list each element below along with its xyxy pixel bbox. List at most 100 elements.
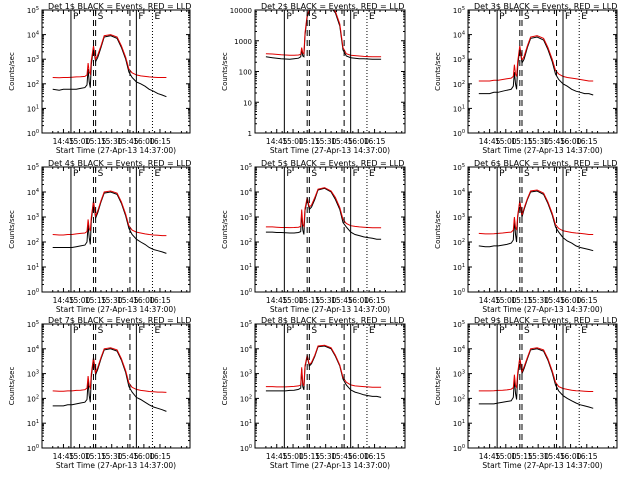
- x-tick-label: 15:45: [331, 296, 353, 305]
- x-tick-label: 15:15: [85, 452, 107, 461]
- y-tick-exponent: 2: [462, 238, 465, 244]
- y-axis-label: Counts/sec: [221, 367, 229, 406]
- series-lld-line: [52, 347, 167, 393]
- plot-frame: [41, 166, 191, 293]
- x-tick-label: 15:15: [511, 452, 533, 461]
- y-tick-label: 103: [27, 370, 39, 379]
- x-tick-label: 15:15: [85, 296, 107, 305]
- x-tick-label: 16:00: [560, 137, 582, 146]
- y-tick-exponent: 4: [249, 345, 252, 351]
- marker-label: E: [369, 169, 375, 179]
- x-tick-label: 16:00: [133, 137, 155, 146]
- y-tick-label: 102: [453, 238, 465, 247]
- x-tick-label: 15:00: [69, 137, 91, 146]
- x-tick-label: 16:15: [364, 137, 386, 146]
- series-events-line: [478, 36, 594, 96]
- marker-label: S: [311, 169, 317, 179]
- series-events-line: [265, 345, 382, 398]
- y-tick-exponent: 2: [36, 394, 39, 400]
- panel-title: Det 7$ BLACK = Events, RED = LLD: [48, 316, 191, 325]
- x-tick-label: 15:45: [331, 452, 353, 461]
- x-tick-label: 15:30: [101, 137, 123, 146]
- y-tick-label: 100: [453, 444, 465, 453]
- y-tick-label: 103: [240, 370, 252, 379]
- y-tick-exponent: 1: [36, 263, 39, 269]
- y-tick-label: 100: [453, 288, 465, 297]
- x-tick-label: 16:00: [347, 296, 369, 305]
- y-tick-exponent: 4: [462, 188, 465, 194]
- x-axis-label: Start Time (27-Apr-13 14:37:00): [482, 305, 602, 314]
- x-tick-label: 15:30: [527, 137, 549, 146]
- x-tick-label: 16:00: [560, 452, 582, 461]
- y-tick-label: 103: [453, 370, 465, 379]
- panel-title: Det 1$ BLACK = Events, RED = LLD: [48, 2, 191, 11]
- x-tick-label: 16:00: [560, 296, 582, 305]
- x-tick-label: 14:45: [266, 296, 288, 305]
- x-axis-label: Start Time (27-Apr-13 14:37:00): [270, 461, 390, 470]
- y-tick-exponent: 5: [462, 320, 465, 326]
- y-tick-exponent: 3: [36, 55, 39, 61]
- x-tick-label: 14:45: [53, 296, 75, 305]
- x-tick-label: 14:45: [266, 452, 288, 461]
- plot-frame: [467, 166, 618, 293]
- series-lld-line: [478, 189, 594, 235]
- y-tick-label: 10: [243, 99, 252, 107]
- y-tick-exponent: 4: [462, 31, 465, 37]
- series-events-line: [52, 191, 167, 254]
- panel-title: Det 2$ BLACK = Events, RED = LLD: [261, 2, 404, 11]
- y-tick-exponent: 4: [36, 188, 39, 194]
- panel-title: Det 3$ BLACK = Events, RED = LLD: [474, 2, 617, 11]
- y-tick-exponent: 0: [462, 288, 465, 294]
- x-tick-label: 16:15: [149, 452, 171, 461]
- x-tick-label: 16:15: [364, 452, 386, 461]
- series-lld-line: [52, 34, 167, 79]
- x-tick-label: 15:00: [69, 296, 91, 305]
- y-tick-label: 105: [27, 320, 39, 329]
- y-tick-label: 101: [240, 263, 252, 272]
- y-tick-label: 105: [27, 6, 39, 15]
- marker-label: F: [565, 326, 570, 336]
- y-tick-exponent: 1: [462, 263, 465, 269]
- y-tick-label: 100: [239, 69, 252, 77]
- y-tick-exponent: 3: [249, 213, 252, 219]
- y-tick-label: 101: [27, 263, 39, 272]
- y-tick-label: 101: [453, 419, 465, 428]
- marker-label: F: [353, 326, 358, 336]
- series-events-line: [265, 187, 382, 240]
- marker-label: S: [98, 169, 104, 179]
- x-tick-label: 15:45: [117, 452, 139, 461]
- x-tick-label: 14:45: [266, 137, 288, 146]
- y-tick-exponent: 0: [249, 444, 252, 450]
- x-tick-label: 15:30: [101, 452, 123, 461]
- y-tick-label: 100: [27, 444, 39, 453]
- y-tick-label: 101: [453, 104, 465, 113]
- x-tick-label: 14:45: [53, 452, 75, 461]
- y-tick-exponent: 0: [36, 288, 39, 294]
- y-tick-exponent: 0: [462, 444, 465, 450]
- series-lld-line: [265, 187, 382, 229]
- x-tick-label: 15:15: [85, 137, 107, 146]
- marker-label: S: [98, 12, 104, 22]
- y-tick-exponent: 1: [462, 104, 465, 110]
- y-axis-label: Counts/sec: [8, 210, 16, 249]
- x-tick-label: 15:15: [511, 296, 533, 305]
- y-tick-label: 103: [27, 55, 39, 64]
- series-events-line: [478, 348, 594, 409]
- x-tick-label: 16:15: [576, 296, 598, 305]
- y-tick-label: 105: [27, 163, 39, 172]
- x-axis-label: Start Time (27-Apr-13 14:37:00): [56, 305, 176, 314]
- x-tick-label: 15:15: [511, 137, 533, 146]
- x-tick-label: 15:45: [117, 137, 139, 146]
- y-tick-label: 104: [27, 188, 39, 197]
- y-tick-label: 104: [453, 188, 465, 197]
- marker-label: P: [286, 12, 292, 22]
- y-tick-label: 105: [453, 6, 465, 15]
- series-events-line: [265, 10, 382, 60]
- panel-title: Det 8$ BLACK = Events, RED = LLD: [261, 316, 404, 325]
- marker-label: F: [138, 326, 143, 336]
- y-axis-label: Counts/sec: [221, 210, 229, 249]
- y-tick-label: 100: [27, 129, 39, 138]
